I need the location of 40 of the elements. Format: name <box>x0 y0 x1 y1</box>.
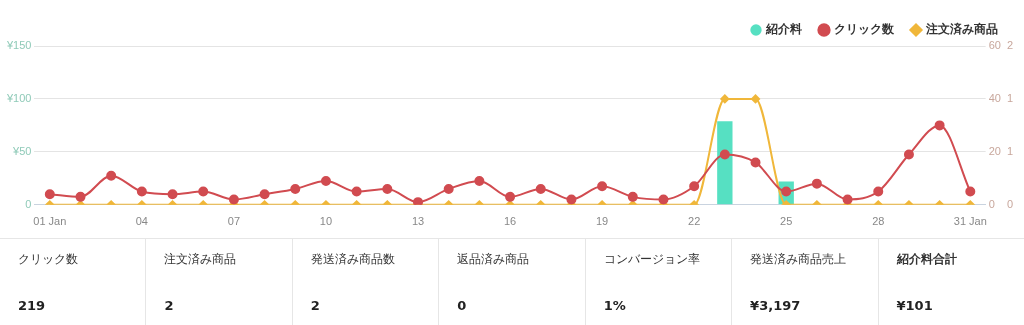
text: 0 <box>457 298 468 313</box>
category-label: 注文済み商品 <box>164 251 238 268</box>
category-label: 発送済み商品売上 <box>750 251 848 268</box>
legend-label: 注文済み商品 <box>925 22 998 37</box>
x-tick-label: 01 Jan <box>33 215 67 228</box>
category-label: 発送済み商品数 <box>310 251 396 268</box>
text: 2 <box>310 298 321 313</box>
x-tick-label: 19 <box>595 215 609 228</box>
legend-label: 紹介料 <box>765 22 802 37</box>
y-tick-label: ¥50 <box>12 144 32 157</box>
y2-tick-label: 20 <box>988 144 1001 157</box>
category-label: クリック数 <box>18 251 79 268</box>
x-tick-label: 22 <box>688 215 701 228</box>
text: ¥3,197 <box>750 298 802 313</box>
x-tick-label: 31 Jan <box>953 215 987 228</box>
y-tick-label: ¥100 <box>5 91 32 104</box>
x-tick-label: 28 <box>872 215 885 228</box>
y-tick-label: 0 <box>25 197 32 210</box>
x-tick-label: 25 <box>780 215 793 228</box>
category-label: 返品済み商品 <box>457 251 531 268</box>
x-tick-label: 16 <box>503 215 517 228</box>
x-tick-label: 10 <box>319 215 333 228</box>
y-tick-label: ¥150 <box>5 39 32 52</box>
text: ¥101 <box>896 298 934 313</box>
y2-tick-label: 0 <box>988 197 995 210</box>
text: 1% <box>603 298 627 313</box>
y3-tick-label: 1 <box>1006 144 1014 157</box>
text: 2 <box>164 298 175 313</box>
text: 219 <box>18 298 47 313</box>
y2-tick-label: 40 <box>988 91 1001 104</box>
x-tick-label: 07 <box>227 215 241 228</box>
category-label: 紹介料合計 <box>896 251 958 268</box>
y2-tick-label: 60 <box>988 39 1001 52</box>
category-label: コンバージョン率 <box>603 251 701 268</box>
y3-tick-label: 0 <box>1006 197 1014 210</box>
y3-tick-label: 1 <box>1006 91 1014 104</box>
x-tick-label: 04 <box>135 215 148 228</box>
x-tick-label: 13 <box>411 215 425 228</box>
legend-label: クリック数 <box>834 22 895 37</box>
y3-tick-label: 2 <box>1006 39 1014 52</box>
